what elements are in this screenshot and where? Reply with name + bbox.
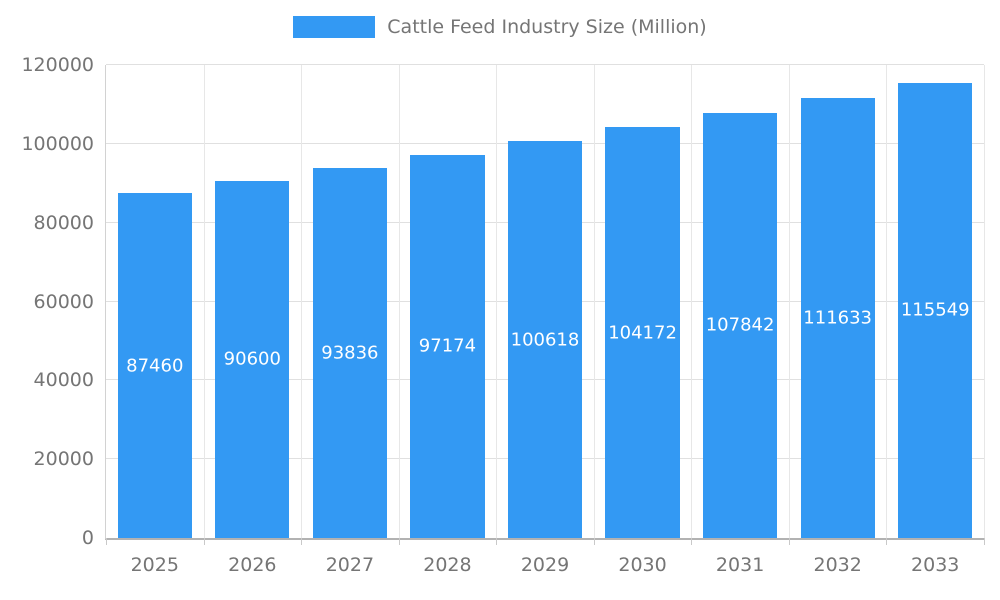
x-axis-category-label: 2029	[520, 554, 570, 576]
bar-value-label: 90600	[223, 348, 281, 370]
legend-series-label: Cattle Feed Industry Size (Million)	[387, 16, 707, 38]
v-gridline	[496, 65, 498, 538]
bar-value-label: 93836	[321, 342, 379, 364]
x-axis-tick	[886, 538, 888, 545]
v-gridline	[203, 65, 205, 538]
x-axis-category-label: 2032	[813, 554, 862, 576]
v-gridline	[398, 65, 400, 538]
bar: 90600	[215, 180, 290, 538]
x-axis-tick	[788, 538, 790, 545]
bar-value-label: 107842	[705, 314, 775, 336]
bar: 104172	[605, 127, 680, 538]
legend-item[interactable]: Cattle Feed Industry Size (Million)	[293, 16, 707, 38]
x-axis-category-label: 2033	[911, 554, 960, 576]
x-axis-tick	[496, 538, 498, 545]
x-axis-category-label: 2025	[130, 554, 179, 576]
v-gridline	[691, 65, 693, 538]
y-axis-tick-label: 40000	[33, 369, 94, 392]
bar-value-label: 115549	[900, 299, 970, 321]
v-gridline	[593, 65, 595, 538]
v-gridline	[301, 65, 303, 538]
bar: 100618	[507, 141, 583, 538]
x-axis-tick	[593, 538, 595, 545]
y-axis-tick-label: 0	[81, 527, 94, 549]
x-axis-category-label: 2027	[325, 554, 375, 576]
x-axis-tick	[106, 538, 107, 545]
x-axis-category-label: 2028	[423, 554, 472, 576]
v-gridline	[788, 65, 790, 538]
legend-color-swatch	[293, 16, 376, 38]
x-axis-tick	[398, 538, 400, 545]
bar: 111633	[800, 97, 875, 538]
bar: 87460	[117, 193, 192, 538]
chart-legend: Cattle Feed Industry Size (Million)	[0, 16, 1000, 38]
v-gridline	[984, 65, 985, 538]
x-axis-category-label: 2030	[618, 554, 667, 576]
bar-value-label: 87460	[126, 355, 184, 377]
h-gridline	[106, 64, 984, 65]
v-gridline	[886, 65, 888, 538]
x-axis-tick	[203, 538, 205, 545]
x-axis-category-label: 2031	[715, 554, 765, 576]
bar: 107842	[703, 112, 778, 538]
bar: 97174	[410, 154, 485, 538]
bar: 115549	[898, 82, 973, 538]
bar: 93836	[312, 168, 387, 538]
y-axis-tick-label: 80000	[33, 211, 94, 234]
y-axis-tick-label: 120000	[21, 54, 94, 76]
y-axis-tick-label: 20000	[33, 448, 94, 471]
bar-value-label: 97174	[418, 335, 477, 357]
x-axis-category-label: 2026	[228, 554, 277, 576]
plot-area: 0 20000 40000 60000 80000 100000 120000 87460 90…	[21, 54, 985, 576]
x-axis-tick	[691, 538, 693, 545]
x-axis-tick	[984, 538, 985, 545]
y-axis-tick-label: 60000	[33, 290, 94, 313]
bar-value-label: 111633	[803, 307, 873, 329]
bar-value-label: 104172	[608, 322, 677, 344]
y-axis-tick-label: 100000	[21, 132, 94, 155]
bar-value-label: 100618	[510, 329, 580, 351]
x-axis-tick	[301, 538, 303, 545]
